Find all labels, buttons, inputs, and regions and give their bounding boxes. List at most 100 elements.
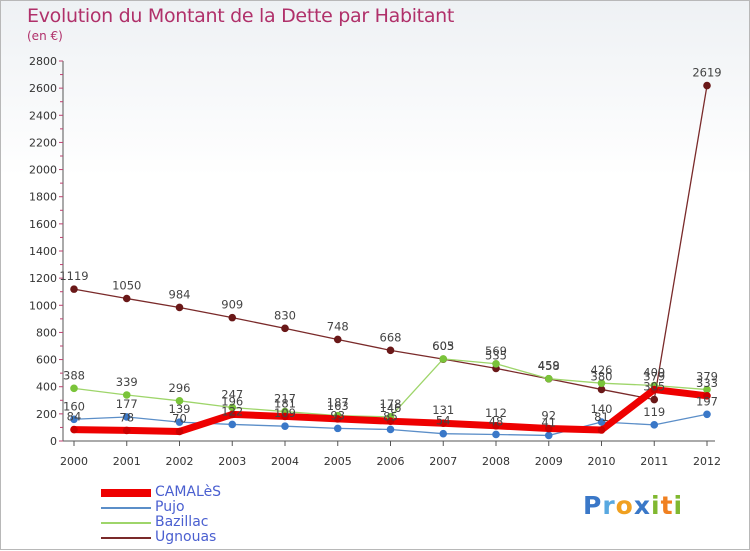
data-label-camal-s: 84 bbox=[67, 410, 82, 424]
data-label-camal-s: 333 bbox=[696, 376, 718, 390]
x-tick-label: 2011 bbox=[640, 455, 668, 468]
data-label-camal-s: 196 bbox=[221, 394, 243, 408]
data-label-pujo: 85 bbox=[383, 409, 398, 423]
data-point-pujo bbox=[122, 413, 131, 421]
data-point-ugnouas bbox=[597, 385, 606, 394]
data-point-camal-s bbox=[439, 419, 448, 428]
x-tick-label: 2007 bbox=[429, 455, 457, 468]
data-point-camal-s bbox=[703, 392, 711, 400]
legend-label: CAMALèS bbox=[155, 484, 222, 500]
chart-unit: (en €) bbox=[27, 29, 63, 43]
data-point-camal-s bbox=[650, 385, 659, 394]
data-label-pujo: 48 bbox=[489, 414, 504, 428]
data-point-ugnouas bbox=[703, 81, 711, 90]
brand-logo: Proxiti bbox=[583, 491, 683, 520]
data-point-camal-s bbox=[281, 412, 289, 421]
legend-item-bazillac: Bazillac bbox=[101, 515, 221, 530]
legend-swatch bbox=[101, 488, 151, 497]
data-point-ugnouas bbox=[228, 313, 237, 322]
data-label-ugnouas: 603 bbox=[432, 339, 454, 353]
y-tick-label: 400 bbox=[36, 381, 57, 394]
data-label-camal-s: 379 bbox=[643, 370, 665, 384]
brand-letter: i bbox=[673, 491, 684, 520]
legend-swatch bbox=[101, 521, 151, 524]
data-label-camal-s: 181 bbox=[274, 396, 296, 410]
data-point-camal-s bbox=[175, 427, 184, 436]
brand-letter: P bbox=[583, 491, 603, 520]
data-label-camal-s: 112 bbox=[485, 406, 507, 420]
x-tick-label: 2008 bbox=[482, 455, 510, 468]
data-point-camal-s bbox=[333, 415, 342, 423]
data-label-camal-s: 131 bbox=[432, 403, 454, 417]
data-point-camal-s bbox=[386, 417, 395, 425]
y-tick-label: 1800 bbox=[29, 191, 57, 204]
x-tick-label: 2010 bbox=[588, 455, 616, 468]
y-tick-label: 2800 bbox=[29, 55, 57, 68]
brand-letter: o bbox=[615, 491, 634, 520]
y-tick-label: 1600 bbox=[29, 218, 57, 231]
data-label-camal-s: 81 bbox=[594, 410, 609, 424]
data-label-pujo: 122 bbox=[221, 404, 243, 418]
data-label-bazillac: 339 bbox=[116, 375, 138, 389]
data-label-ugnouas: 1050 bbox=[112, 279, 141, 293]
data-label-ugnouas: 380 bbox=[591, 369, 613, 383]
x-tick-label: 2004 bbox=[271, 455, 299, 468]
data-point-bazillac bbox=[439, 355, 448, 363]
brand-letter: x bbox=[633, 491, 651, 520]
data-label-ugnouas: 984 bbox=[169, 287, 191, 301]
x-tick-label: 2002 bbox=[166, 455, 194, 468]
y-tick-label: 2200 bbox=[29, 136, 57, 149]
legend: CAMALèS Pujo Bazillac Ugnouas bbox=[101, 485, 221, 545]
data-point-ugnouas bbox=[333, 335, 342, 344]
data-label-camal-s: 70 bbox=[172, 412, 187, 426]
brand-letter: t bbox=[660, 491, 674, 520]
data-point-ugnouas bbox=[70, 285, 78, 293]
data-label-bazillac: 379 bbox=[696, 370, 718, 384]
data-point-pujo bbox=[492, 430, 500, 439]
data-label-camal-s: 92 bbox=[541, 409, 556, 423]
data-point-pujo bbox=[597, 418, 606, 426]
data-point-ugnouas bbox=[281, 324, 289, 333]
x-tick-label: 2009 bbox=[535, 455, 563, 468]
data-label-ugnouas: 668 bbox=[380, 330, 402, 344]
data-label-bazillac: 296 bbox=[169, 381, 191, 395]
data-point-pujo bbox=[175, 418, 184, 426]
x-tick-label: 2006 bbox=[377, 455, 405, 468]
data-label-bazillac: 187 bbox=[327, 396, 349, 410]
data-point-pujo bbox=[333, 424, 342, 433]
data-label-pujo: 139 bbox=[169, 402, 191, 416]
data-point-pujo bbox=[439, 429, 448, 438]
data-label-pujo: 160 bbox=[63, 399, 85, 413]
data-label-bazillac: 217 bbox=[274, 392, 296, 406]
brand-letter: r bbox=[602, 491, 616, 520]
data-point-bazillac bbox=[70, 384, 78, 393]
legend-swatch bbox=[101, 506, 151, 509]
data-label-ugnouas: 458 bbox=[538, 359, 560, 373]
data-label-pujo: 54 bbox=[436, 414, 451, 428]
data-label-bazillac: 426 bbox=[591, 363, 613, 377]
data-label-bazillac: 459 bbox=[538, 359, 560, 373]
y-tick-label: 800 bbox=[36, 326, 57, 339]
data-label-bazillac: 409 bbox=[643, 365, 665, 379]
data-point-pujo bbox=[650, 421, 659, 429]
data-label-bazillac: 569 bbox=[485, 344, 507, 358]
legend-item-pujo: Pujo bbox=[101, 500, 221, 515]
data-label-pujo: 119 bbox=[643, 405, 665, 419]
x-tick-label: 2003 bbox=[218, 455, 246, 468]
y-tick-label: 600 bbox=[36, 354, 57, 367]
data-point-bazillac bbox=[597, 379, 606, 387]
data-point-bazillac bbox=[122, 391, 131, 399]
data-label-bazillac: 178 bbox=[380, 397, 402, 411]
y-tick-label: 200 bbox=[36, 408, 57, 421]
data-point-camal-s bbox=[228, 410, 237, 419]
y-tick-label: 2000 bbox=[29, 164, 57, 177]
data-point-pujo bbox=[70, 415, 78, 424]
brand-letter: i bbox=[651, 491, 661, 520]
legend-swatch bbox=[101, 536, 151, 539]
data-label-ugnouas: 830 bbox=[274, 308, 296, 322]
data-label-pujo: 109 bbox=[274, 406, 296, 420]
data-point-pujo bbox=[228, 420, 237, 429]
data-point-pujo bbox=[386, 425, 395, 434]
